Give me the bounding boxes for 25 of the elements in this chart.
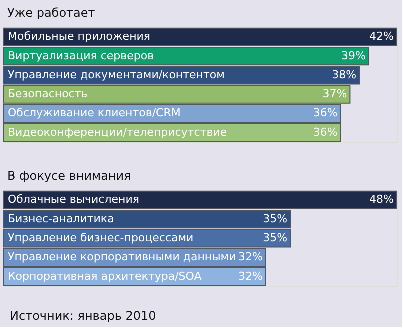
y-tick-label: Бизнес-аналитика	[8, 212, 114, 226]
y-tick-label: Мобильные приложения	[8, 30, 151, 44]
y-tick-label: Корпоративная архитектура/SOA	[8, 270, 202, 283]
data-label: 35%	[263, 232, 288, 244]
data-label: 38%	[332, 68, 357, 82]
data-label: 37%	[322, 88, 348, 101]
y-tick-label: Безопасность	[8, 88, 88, 101]
y-tick-label: Управление корпоративными данными	[8, 250, 236, 264]
y-tick-label: Облачные вычисления	[8, 193, 140, 206]
y-tick-label: Виртуализация серверов	[8, 49, 154, 62]
data-label: 39%	[341, 49, 366, 62]
text: Источник: январь 2010	[10, 309, 156, 323]
y-tick-label: Видеоконференции/телеприсутствие	[8, 126, 228, 139]
y-tick-label: Обслуживание клиентов/CRM	[8, 106, 181, 120]
data-label: 42%	[370, 30, 394, 44]
data-label: 36%	[313, 106, 338, 120]
data-label: 35%	[263, 212, 288, 226]
data-label: 32%	[238, 270, 263, 283]
data-label: 32%	[238, 250, 263, 264]
y-tick-label: Управление бизнес-процессами	[8, 232, 194, 244]
data-label: 36%	[313, 126, 338, 139]
y-tick-label: Управление документами/контентом	[8, 68, 225, 82]
chart-title: В фокусе внимания	[8, 168, 132, 183]
data-label: 48%	[370, 193, 394, 206]
chart-title: Уже работает	[8, 6, 96, 20]
